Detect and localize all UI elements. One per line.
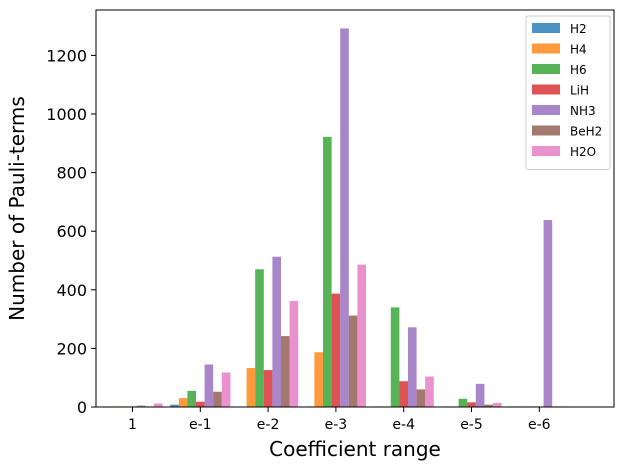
bar-lih-e-1	[196, 401, 205, 407]
bar-h6-e-3	[323, 136, 332, 408]
legend-swatch-lih	[532, 84, 560, 95]
legend-swatch-h4	[532, 43, 560, 54]
bar-lih-e-3	[331, 293, 341, 407]
x-tick-label-e-5: e-5	[460, 417, 483, 433]
x-tick-label-1: 1	[128, 417, 137, 433]
plot-frame	[95, 9, 615, 408]
bars-group	[102, 28, 570, 408]
bar-h2o-e-5	[493, 402, 502, 407]
bar-beh2-e-3	[348, 315, 358, 407]
x-tick-label-e-2: e-2	[257, 417, 280, 433]
legend-swatch-beh2	[532, 125, 560, 136]
legend-label-h2: H2	[570, 22, 587, 36]
bar-beh2-e-1	[213, 391, 222, 407]
legend-label-h4: H4	[570, 43, 587, 57]
y-axis-title: Number of Pauli-terms	[5, 96, 29, 321]
legend-label-h6: H6	[570, 63, 587, 77]
legend-label-lih: LiH	[570, 84, 589, 98]
bar-h2-e-1	[170, 404, 179, 407]
legend-label-beh2: BeH2	[570, 125, 602, 139]
bar-beh2-e-2	[281, 336, 290, 407]
bar-beh2-e-4	[416, 389, 426, 407]
y-axis-ticks: 0 200 400 600 800 1000 1200	[46, 46, 96, 417]
y-tick-label: 0	[77, 398, 87, 417]
legend-swatch-h2o	[532, 146, 560, 156]
bar-h6-e-1	[187, 390, 196, 407]
bar-h2o-1	[154, 403, 163, 407]
legend-swatch-h6	[532, 64, 560, 74]
legend-label-h2o: H2O	[570, 145, 596, 159]
bar-nh3-e-2	[272, 256, 281, 407]
bar-h6-e-4	[390, 307, 400, 407]
bar-nh3-e-5	[475, 383, 485, 407]
bar-nh3-e-4	[408, 327, 417, 407]
x-tick-label-e-1: e-1	[189, 417, 212, 433]
bar-h2o-e-1	[221, 372, 231, 407]
y-tick-label: 1000	[46, 105, 87, 124]
legend-swatch-h2	[532, 23, 560, 33]
bar-nh3-e-1	[204, 364, 214, 407]
bar-beh2-e-5	[484, 404, 493, 407]
bar-h4-e-1	[178, 398, 188, 407]
bar-nh3-1	[136, 405, 146, 407]
legend-swatch-nh3	[532, 105, 560, 115]
bar-nh3-e-3	[340, 28, 349, 408]
bar-lih-e-4	[399, 381, 408, 407]
bar-h4-e-3	[314, 352, 323, 407]
legend: H2 H4 H6 LiH NH3 BeH2 H2O	[525, 15, 611, 170]
bar-h6-e-5	[458, 398, 468, 407]
x-tick-label-e-4: e-4	[392, 417, 415, 433]
x-axis-title: Coefficient range	[269, 437, 441, 461]
y-tick-label: 600	[56, 222, 87, 241]
y-tick-label: 400	[56, 281, 87, 300]
x-axis-ticks: 1 e-1 e-2 e-3 e-4 e-5 e-6	[128, 407, 551, 433]
bar-nh3-e-6	[543, 220, 553, 407]
bar-h2o-e-4	[425, 376, 434, 407]
bar-h4-e-2	[246, 368, 256, 407]
bar-h2o-e-2	[289, 300, 299, 407]
x-tick-label-e-6: e-6	[528, 417, 551, 433]
bar-h6-e-2	[255, 269, 264, 407]
y-tick-label: 1200	[46, 46, 87, 65]
legend-label-nh3: NH3	[570, 104, 596, 118]
bar-lih-e-5	[467, 402, 476, 407]
y-tick-label: 800	[56, 164, 87, 183]
bar-lih-e-2	[263, 370, 273, 407]
bar-h2o-e-3	[357, 264, 366, 407]
x-tick-label-e-3: e-3	[325, 417, 348, 433]
y-tick-label: 200	[56, 339, 87, 358]
